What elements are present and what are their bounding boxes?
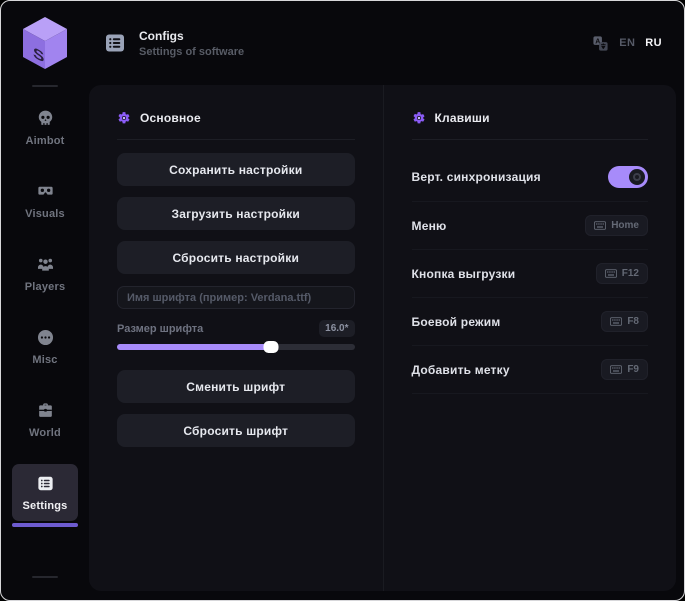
content-card: Основное Сохранить настройки Загрузить н… (89, 85, 676, 591)
app-logo-cube-icon: S G (23, 15, 67, 69)
reset-settings-button[interactable]: Сбросить настройки (117, 241, 355, 274)
keybind-value: F8 (627, 316, 639, 327)
sidebar-item-visuals[interactable]: Visuals (12, 172, 78, 229)
section-title-general: Основное (140, 111, 201, 125)
sidebar-item-label: World (29, 427, 61, 439)
keyboard-icon (610, 365, 623, 374)
gear-icon (118, 112, 130, 124)
keybind-value: F9 (627, 364, 639, 375)
section-divider (411, 139, 648, 140)
font-size-label: Размер шрифта (117, 322, 204, 335)
keys-section: Клавиши Верт. синхронизация Меню Home Кн… (382, 85, 677, 591)
players-icon (36, 255, 55, 274)
unload-label: Кнопка выгрузки (411, 266, 516, 281)
sidebar: S G Aimbot Visuals Players (1, 1, 89, 600)
marker-keybind-button[interactable]: F9 (601, 359, 648, 380)
unload-keybind-row: Кнопка выгрузки F12 (411, 250, 648, 298)
keyboard-icon (604, 269, 617, 278)
svg-text:A: A (595, 37, 600, 45)
font-size-slider-fill (117, 344, 272, 350)
unload-keybind-button[interactable]: F12 (595, 263, 648, 284)
ellipsis-circle-icon (36, 328, 55, 347)
gear-icon (413, 112, 424, 124)
menu-keybind-button[interactable]: Home (585, 215, 648, 236)
main-area: Configs Settings of software A EN RU Осн… (89, 1, 684, 600)
sidebar-nav: Aimbot Visuals Players Misc (1, 99, 89, 537)
font-size-slider[interactable] (117, 341, 355, 353)
vsync-toggle[interactable] (608, 166, 648, 188)
sidebar-item-label: Aimbot (25, 135, 65, 147)
save-settings-button[interactable]: Сохранить настройки (117, 153, 355, 186)
page-header: Configs Settings of software A EN RU (89, 1, 684, 85)
vsync-row: Верт. синхронизация (411, 153, 648, 202)
sidebar-item-misc[interactable]: Misc (12, 318, 78, 375)
sidebar-divider (32, 85, 58, 87)
sidebar-item-label: Misc (32, 354, 58, 366)
svg-text:G: G (50, 15, 63, 18)
font-size-value: 16.0* (319, 320, 355, 337)
font-name-input[interactable] (117, 286, 355, 309)
reset-font-button[interactable]: Сбросить шрифт (117, 414, 355, 447)
menu-keybind-row: Меню Home (411, 202, 648, 250)
font-size-slider-knob[interactable] (263, 341, 279, 353)
keyboard-icon (610, 317, 623, 326)
configs-list-icon (106, 34, 124, 52)
vsync-label: Верт. синхронизация (411, 170, 541, 184)
translate-icon: A (593, 35, 608, 51)
general-section: Основное Сохранить настройки Загрузить н… (89, 85, 383, 591)
sidebar-bottom-divider (32, 576, 58, 578)
sidebar-item-aimbot[interactable]: Aimbot (12, 99, 78, 156)
section-divider (117, 139, 355, 140)
vr-goggles-icon (36, 182, 55, 201)
skull-icon (36, 109, 55, 128)
list-icon (36, 474, 55, 493)
page-subtitle: Settings of software (139, 45, 245, 58)
keybind-value: Home (611, 220, 639, 231)
lang-en-button[interactable]: EN (619, 37, 636, 49)
sidebar-item-settings[interactable]: Settings (12, 464, 78, 527)
section-title-keys: Клавиши (434, 111, 490, 125)
page-title: Configs (139, 28, 184, 43)
menu-label: Меню (411, 218, 447, 233)
keyboard-icon (594, 221, 607, 230)
combat-keybind-row: Боевой режим F8 (411, 298, 648, 346)
sidebar-item-world[interactable]: World (12, 391, 78, 448)
sidebar-item-label: Players (24, 281, 66, 293)
change-font-button[interactable]: Сменить шрифт (117, 370, 355, 403)
sidebar-item-label: Settings (22, 500, 68, 512)
keybind-value: F12 (621, 268, 639, 279)
sidebar-item-label: Visuals (25, 208, 65, 220)
briefcase-icon (36, 401, 55, 420)
svg-text:S: S (33, 44, 44, 66)
lang-ru-button[interactable]: RU (645, 37, 662, 49)
language-switcher: A EN RU (592, 35, 662, 52)
sidebar-item-players[interactable]: Players (12, 245, 78, 302)
marker-label: Добавить метку (411, 362, 510, 377)
marker-keybind-row: Добавить метку F9 (411, 346, 648, 394)
load-settings-button[interactable]: Загрузить настройки (117, 197, 355, 230)
combat-keybind-button[interactable]: F8 (601, 311, 648, 332)
toggle-knob (629, 169, 645, 185)
combat-label: Боевой режим (411, 314, 501, 329)
